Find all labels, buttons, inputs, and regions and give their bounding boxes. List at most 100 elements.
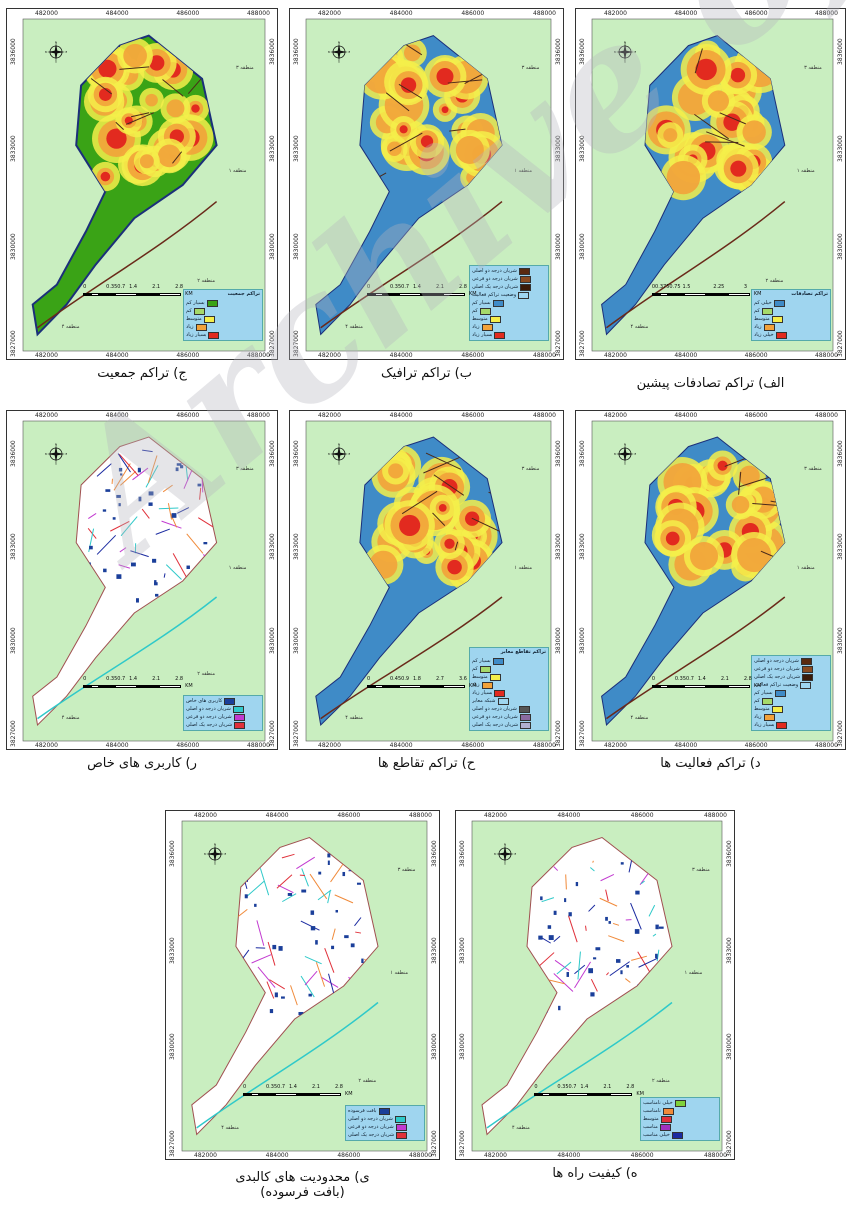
caption-line: ی) محدودیت های کالبدی <box>235 1170 370 1185</box>
legend-label: متوسط <box>643 1116 659 1122</box>
caption-line: ج) تراکم جمعیت <box>97 366 187 381</box>
map-canvas <box>591 420 834 742</box>
y-tick-label: 3836000 <box>10 38 17 65</box>
y-tick-label: 3827000 <box>10 330 17 357</box>
legend-swatch <box>234 721 246 729</box>
legend-label: متوسط <box>472 316 488 322</box>
legend-item: شریان درجه دو فرعی <box>348 1123 422 1131</box>
map-frame: 482000 482000 484000 484000 486000 486000 4880… <box>455 810 735 1160</box>
y-tick-label: 3833000 <box>293 135 300 163</box>
legend-label: زیاد <box>186 324 194 330</box>
y-tick-label: 3833000 <box>10 135 17 163</box>
x-tick-label: 482000 <box>35 10 58 17</box>
legend-swatch <box>800 681 812 689</box>
x-tick-label: 482000 <box>194 812 217 819</box>
scale-unit: KM <box>469 683 477 689</box>
y-tick-label: 3830000 <box>10 626 17 654</box>
y-tick-label: 3836000 <box>169 840 176 867</box>
svg-text:N: N <box>214 843 216 847</box>
x-tick-label: 484000 <box>389 742 413 749</box>
map-frame: 482000 482000 484000 484000 486000 486000 4880… <box>575 8 846 360</box>
x-tick-label: 484000 <box>265 1152 289 1159</box>
map-canvas <box>305 18 552 352</box>
x-tick-label: 484000 <box>105 352 129 359</box>
scale-label: 1.4 <box>580 1084 589 1090</box>
map-caption: ر) کاربری های خاص <box>6 756 278 771</box>
x-tick-label: 486000 <box>461 352 485 359</box>
legend-item: متوسط <box>643 1115 717 1123</box>
x-tick-label: 482000 <box>604 742 627 749</box>
legend-item: شریان درجه دو فرعی <box>472 275 546 283</box>
legend-item: بسیار زیاد <box>186 331 260 339</box>
svg-text:S: S <box>55 60 57 64</box>
svg-text:S: S <box>338 462 340 466</box>
district-label: منطقه ۴ <box>630 324 649 331</box>
legend-swatch <box>800 657 812 665</box>
legend-label: شریان درجه دو اصلی <box>348 1116 393 1122</box>
x-tick-label: 484000 <box>389 352 413 359</box>
legend-item: بسیار زیاد <box>472 331 546 339</box>
legend-item: متوسط <box>472 673 546 681</box>
y-tick-label: 3827000 <box>555 720 562 747</box>
y-tick-label: 3836000 <box>726 840 733 867</box>
scale-unit: KM <box>469 290 477 297</box>
legend-item: شریان درجه دو فرعی <box>754 665 828 673</box>
legend-item: شریان درجه دو فرعی <box>186 713 260 721</box>
x-tick-label: 486000 <box>337 1152 361 1159</box>
legend-item: زیاد <box>472 681 546 689</box>
x-tick-label: 482000 <box>35 742 58 749</box>
legend-label: متوسط <box>754 706 770 712</box>
svg-text:E: E <box>635 50 636 54</box>
scale-bar: 0 0.350.7 1.4 2.1 2.8 KM <box>534 1084 644 1103</box>
city-boundary <box>481 836 673 1136</box>
y-tick-label: 3833000 <box>837 533 844 561</box>
scale-label: 0.350.7 <box>266 1084 286 1090</box>
svg-text:E: E <box>225 852 226 856</box>
svg-text:S: S <box>504 862 506 866</box>
map-legend: خیلی نامناسب نامناسب متوسط مناسب خیلی مناسب <box>640 1097 720 1141</box>
legend-swatch <box>671 1131 683 1139</box>
scale-label: 2.8 <box>175 676 184 682</box>
y-tick-label: 3836000 <box>579 38 586 65</box>
x-tick-label: 482000 <box>194 1152 217 1159</box>
legend-item: شبکه معابر <box>472 697 546 705</box>
map-caption: الف) تراکم تصادفات پیشین <box>575 376 846 391</box>
legend-swatch <box>195 323 207 331</box>
x-tick-label: 486000 <box>176 412 200 419</box>
legend-label: شریان درجه یک اصلی <box>348 1132 395 1138</box>
svg-text:S: S <box>214 862 216 866</box>
compass-rose-icon: N S E W <box>204 843 226 865</box>
y-tick-label: 3830000 <box>555 626 562 654</box>
legend-swatch <box>662 1107 674 1115</box>
legend-label: شریان درجه یک اصلی <box>754 674 801 680</box>
scale-label: 2.8 <box>743 676 752 682</box>
scale-label: 2.7 <box>436 676 444 682</box>
legend-item: زیاد <box>472 323 546 331</box>
district-label: منطقه ۴ <box>512 1124 530 1131</box>
map-legend: شریان درجه دو اصلی شریان درجه دو فرعی شریا… <box>469 265 549 341</box>
y-tick-label: 3833000 <box>293 533 300 561</box>
district-label: منطقه ۲ <box>358 1078 377 1085</box>
svg-text:W: W <box>494 852 496 856</box>
legend-swatch <box>394 1115 406 1123</box>
legend-swatch <box>518 267 530 275</box>
scale-label: 2.8 <box>175 283 184 290</box>
legend-swatch <box>206 299 218 307</box>
legend-swatch <box>761 697 773 705</box>
scale-bar: 0 0.350.7 1.4 2.1 2.8 KM <box>243 1084 353 1103</box>
legend-label: شریان درجه دو اصلی <box>186 706 231 712</box>
district-label: منطقه ۱ <box>228 565 247 571</box>
legend-label: کاربری های خاص <box>186 698 223 704</box>
y-tick-label: 3836000 <box>293 38 300 65</box>
district-label: منطقه ۲ <box>197 277 216 284</box>
y-tick-label: 3827000 <box>10 720 17 747</box>
x-tick-label: 488000 <box>247 742 270 749</box>
legend-swatch <box>378 1107 390 1115</box>
scale-label: 2.1 <box>720 676 729 682</box>
scale-label: 2.1 <box>436 283 444 290</box>
district-label: منطقه ۱ <box>796 565 815 571</box>
compass-rose-icon: N S E W <box>328 443 350 465</box>
scale-bar: 00.3750.75 1.5 2.25 3 KM <box>651 284 762 303</box>
y-tick-label: 3830000 <box>169 1033 176 1061</box>
x-tick-label: 484000 <box>674 412 698 419</box>
